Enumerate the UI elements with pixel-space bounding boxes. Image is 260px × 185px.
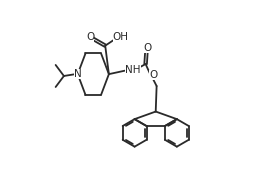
Text: O: O <box>143 43 151 53</box>
Text: NH: NH <box>125 65 141 75</box>
Text: N: N <box>74 69 82 79</box>
Text: OH: OH <box>113 32 129 42</box>
Text: O: O <box>149 70 157 80</box>
Text: O: O <box>86 32 94 42</box>
